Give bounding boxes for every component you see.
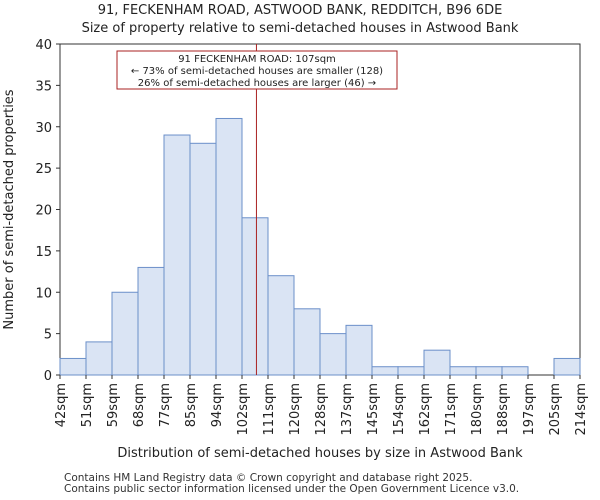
bar-51sqm <box>85 341 113 376</box>
x-tick-label: 154sqm <box>392 383 407 436</box>
y-axis-label: Number of semi-detached properties <box>2 89 17 329</box>
y-tick-label: 0 <box>44 369 52 384</box>
y-tick-label: 30 <box>35 121 52 136</box>
bar-180sqm <box>475 366 503 376</box>
bar-137sqm <box>345 324 373 376</box>
x-tick-label: 171sqm <box>444 383 459 436</box>
x-tick-label: 145sqm <box>366 383 381 436</box>
x-tick-label: 94sqm <box>210 383 225 427</box>
x-tick-label: 214sqm <box>574 383 589 436</box>
bar-120sqm <box>293 308 321 376</box>
x-tick-label: 120sqm <box>288 383 303 436</box>
bar-42sqm <box>59 357 87 376</box>
annotation-line-3: 26% of semi-detached houses are larger (… <box>138 78 376 89</box>
x-tick-label: 68sqm <box>132 383 147 427</box>
bar-154sqm <box>397 366 425 376</box>
y-tick-label: 10 <box>35 286 52 301</box>
x-tick-label: 59sqm <box>106 383 121 427</box>
x-tick-label: 51sqm <box>80 383 95 427</box>
y-tick-label: 15 <box>35 245 52 260</box>
bar-102sqm <box>241 217 269 376</box>
x-tick-label: 111sqm <box>262 383 277 436</box>
bar-77sqm <box>163 134 191 376</box>
x-tick-label: 128sqm <box>314 383 329 436</box>
x-tick-label: 137sqm <box>340 383 355 436</box>
x-tick-label: 102sqm <box>236 383 251 436</box>
annotation-line-2: ← 73% of semi-detached houses are smalle… <box>131 66 383 77</box>
chart-subtitle: Size of property relative to semi-detach… <box>81 21 519 36</box>
bar-68sqm <box>137 266 165 376</box>
bar-171sqm <box>449 366 477 376</box>
bar-188sqm <box>501 366 529 376</box>
footer-line-1: Contains HM Land Registry data © Crown c… <box>64 472 473 484</box>
x-tick-label: 197sqm <box>522 383 537 436</box>
x-tick-label: 188sqm <box>496 383 511 436</box>
footer-line-2: Contains public sector information licen… <box>64 483 520 495</box>
bar-128sqm <box>319 333 347 376</box>
x-tick-label: 77sqm <box>158 383 173 427</box>
x-tick-label: 85sqm <box>184 383 199 427</box>
x-axis-label: Distribution of semi-detached houses by … <box>117 446 523 461</box>
x-tick-label: 42sqm <box>54 383 69 427</box>
y-tick-label: 20 <box>35 204 52 219</box>
y-tick-label: 5 <box>44 328 52 343</box>
x-tick-label: 205sqm <box>548 383 563 436</box>
x-tick-label: 180sqm <box>470 383 485 436</box>
y-tick-label: 40 <box>35 38 52 53</box>
x-tick-label: 162sqm <box>418 383 433 436</box>
bar-59sqm <box>111 291 139 376</box>
chart-title: 91, FECKENHAM ROAD, ASTWOOD BANK, REDDIT… <box>97 3 503 18</box>
y-tick-label: 25 <box>35 162 52 177</box>
bar-162sqm <box>423 349 451 376</box>
y-tick-label: 35 <box>35 79 52 94</box>
annotation-line-1: 91 FECKENHAM ROAD: 107sqm <box>178 54 336 65</box>
bar-145sqm <box>371 366 399 376</box>
bar-94sqm <box>215 117 243 376</box>
bar-205sqm <box>553 357 581 376</box>
bar-85sqm <box>189 142 217 376</box>
annotation-box <box>116 50 398 90</box>
bar-111sqm <box>267 275 295 376</box>
